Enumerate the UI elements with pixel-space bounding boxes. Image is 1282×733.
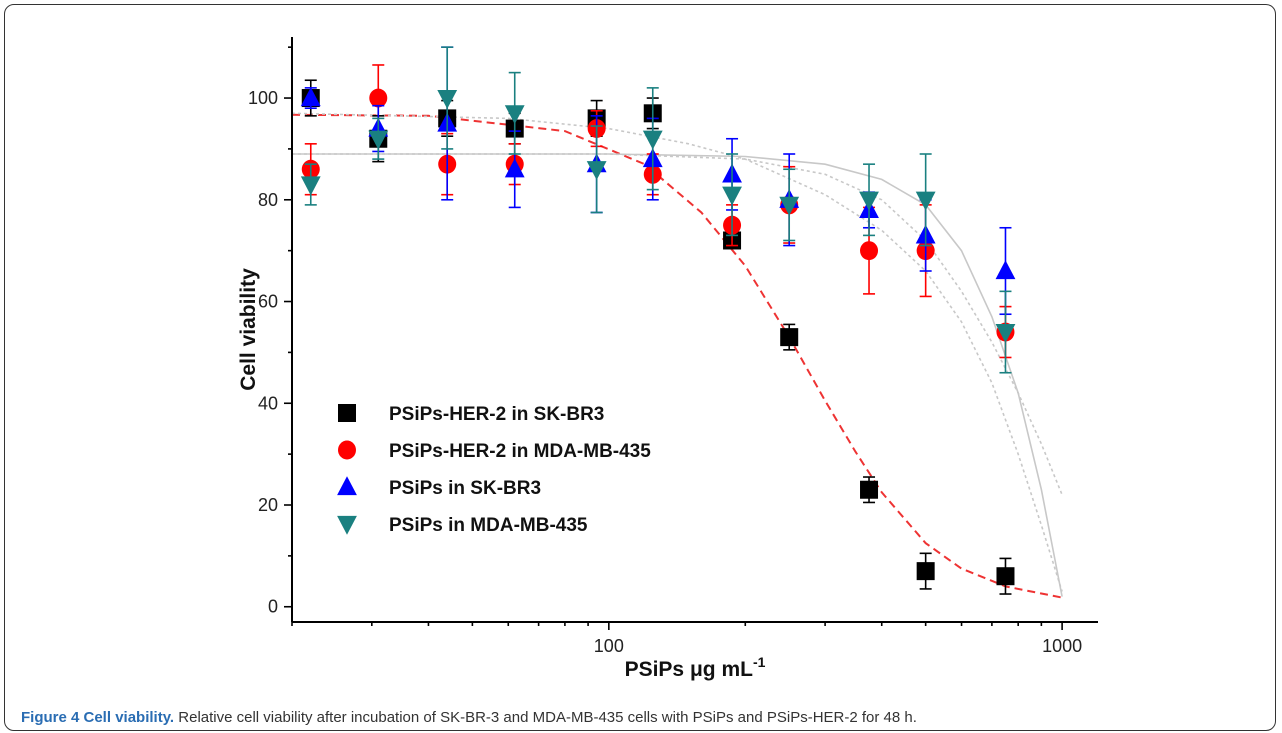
legend-label: PSiPs-HER-2 in SK-BR3 xyxy=(389,404,604,425)
data-point xyxy=(860,241,879,261)
y-tick-label: 80 xyxy=(258,190,278,210)
data-point xyxy=(300,87,321,107)
data-point xyxy=(369,88,388,108)
data-point xyxy=(860,480,879,499)
data-point xyxy=(779,196,800,216)
data-point xyxy=(995,260,1016,280)
x-axis-title: PSiPs μg mL-1 xyxy=(625,654,766,681)
figure-caption-text: Relative cell viability after incubation… xyxy=(174,709,917,726)
x-axis-title-superscript: -1 xyxy=(753,654,766,670)
x-tick-label: 100 xyxy=(594,636,624,656)
legend-marker xyxy=(338,440,356,460)
data-point xyxy=(504,158,525,178)
x-axis-title-main: PSiPs μg mL xyxy=(625,658,754,681)
data-point xyxy=(995,323,1016,343)
y-axis-title: Cell viability xyxy=(237,268,260,391)
fit-curve-3 xyxy=(291,112,1063,592)
figure-caption: Figure 4 Cell viability. Relative cell v… xyxy=(21,709,917,726)
viability-chart: 0 20 40 60 80 100 100 1000 PSiPs-HER-2 in SK-BR… xyxy=(237,37,1098,681)
legend-marker xyxy=(338,404,356,422)
fit-curve-0 xyxy=(291,113,1063,599)
legend-label: PSiPs in MDA-MB-435 xyxy=(389,515,588,536)
figure-caption-label: Figure 4 Cell viability. xyxy=(21,709,175,726)
y-tick-label: 40 xyxy=(258,393,278,413)
figure-frame: 0 20 40 60 80 100 100 1000 PSiPs-HER-2 in SK-BR… xyxy=(4,4,1276,731)
axes: 0 20 40 60 80 100 100 1000 xyxy=(248,37,1098,656)
data-point xyxy=(722,186,742,206)
data-point xyxy=(915,191,936,211)
data-point xyxy=(859,191,879,211)
data-point xyxy=(300,176,321,196)
data-point xyxy=(916,562,935,581)
data-point xyxy=(642,130,663,150)
data-point xyxy=(586,161,607,181)
data-point xyxy=(780,328,799,347)
legend-marker xyxy=(337,476,357,496)
data-point xyxy=(504,105,525,125)
y-tick-label: 20 xyxy=(258,495,278,515)
y-tick-label: 0 xyxy=(268,597,278,617)
legend-label: PSiPs-HER-2 in MDA-MB-435 xyxy=(389,441,651,462)
legend: PSiPs-HER-2 in SK-BR3 PSiPs-HER-2 in MDA-… xyxy=(337,404,651,536)
y-tick-label: 60 xyxy=(258,292,278,312)
data-points xyxy=(300,46,1016,595)
legend-marker xyxy=(337,515,357,535)
series-3 xyxy=(300,46,1016,374)
data-point xyxy=(368,130,389,150)
x-tick-label: 1000 xyxy=(1042,636,1082,656)
y-tick-label: 100 xyxy=(248,88,278,108)
data-point xyxy=(437,89,458,109)
data-point xyxy=(996,567,1015,586)
legend-label: PSiPs in SK-BR3 xyxy=(389,478,541,499)
